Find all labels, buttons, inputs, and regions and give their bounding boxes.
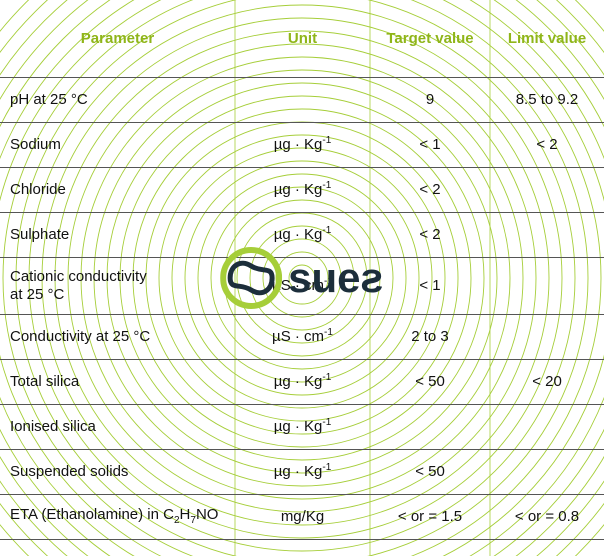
cell-limit: < 20 — [490, 359, 604, 404]
table-row: Sodiumµg · Kg-1< 1< 2 — [0, 122, 604, 167]
cell-unit: µg · Kg-1 — [235, 212, 370, 257]
cell-unit: mg/Kg — [235, 494, 370, 539]
cell-limit — [490, 404, 604, 449]
cell-target: < 2 — [370, 167, 490, 212]
cell-target — [370, 404, 490, 449]
cell-unit: µg · Kg-1 — [235, 167, 370, 212]
cell-parameter: Ionised silica — [0, 404, 235, 449]
cell-target: < 50 — [370, 449, 490, 494]
cell-limit: < 2 — [490, 122, 604, 167]
cell-parameter: Conductivity at 25 °C — [0, 314, 235, 359]
cell-target: < 50 — [370, 359, 490, 404]
cell-limit — [490, 257, 604, 314]
table-row: ETA (Ethanolamine) in C2H7NOmg/Kg< or = … — [0, 494, 604, 539]
cell-target: < 1 — [370, 257, 490, 314]
cell-parameter: Chloride — [0, 167, 235, 212]
cell-unit: µS · cm-1 — [235, 257, 370, 314]
cell-target: 9 — [370, 77, 490, 122]
cell-target: < or = 1.5 — [370, 494, 490, 539]
col-unit: Unit — [235, 0, 370, 77]
cell-unit: µg · Kg-1 — [235, 404, 370, 449]
cell-target: < 2 — [370, 212, 490, 257]
table-row: Ionised silicaµg · Kg-1 — [0, 404, 604, 449]
data-table-container: Parameter Unit Target value Limit value … — [0, 0, 604, 540]
cell-parameter: pH at 25 °C — [0, 77, 235, 122]
parameter-table: Parameter Unit Target value Limit value … — [0, 0, 604, 540]
cell-limit — [490, 314, 604, 359]
cell-unit: µg · Kg-1 — [235, 449, 370, 494]
cell-limit — [490, 449, 604, 494]
cell-parameter: Sulphate — [0, 212, 235, 257]
cell-parameter: ETA (Ethanolamine) in C2H7NO — [0, 494, 235, 539]
cell-parameter: Sodium — [0, 122, 235, 167]
table-row: Sulphateµg · Kg-1< 2 — [0, 212, 604, 257]
table-row: pH at 25 °C 98.5 to 9.2 — [0, 77, 604, 122]
cell-parameter: Suspended solids — [0, 449, 235, 494]
cell-limit — [490, 167, 604, 212]
table-row: Total silicaµg · Kg-1< 50< 20 — [0, 359, 604, 404]
cell-unit — [235, 77, 370, 122]
table-row: Cationic conductivityat 25 °CµS · cm-1< … — [0, 257, 604, 314]
cell-limit — [490, 212, 604, 257]
cell-target: 2 to 3 — [370, 314, 490, 359]
table-row: Conductivity at 25 °CµS · cm-12 to 3 — [0, 314, 604, 359]
cell-unit: µS · cm-1 — [235, 314, 370, 359]
table-row: Suspended solidsµg · Kg-1< 50 — [0, 449, 604, 494]
cell-unit: µg · Kg-1 — [235, 122, 370, 167]
cell-target: < 1 — [370, 122, 490, 167]
cell-limit: 8.5 to 9.2 — [490, 77, 604, 122]
cell-parameter: Cationic conductivityat 25 °C — [0, 257, 235, 314]
col-parameter: Parameter — [0, 0, 235, 77]
cell-parameter: Total silica — [0, 359, 235, 404]
cell-limit: < or = 0.8 — [490, 494, 604, 539]
col-limit-value: Limit value — [490, 0, 604, 77]
cell-unit: µg · Kg-1 — [235, 359, 370, 404]
table-row: Chlorideµg · Kg-1< 2 — [0, 167, 604, 212]
col-target-value: Target value — [370, 0, 490, 77]
